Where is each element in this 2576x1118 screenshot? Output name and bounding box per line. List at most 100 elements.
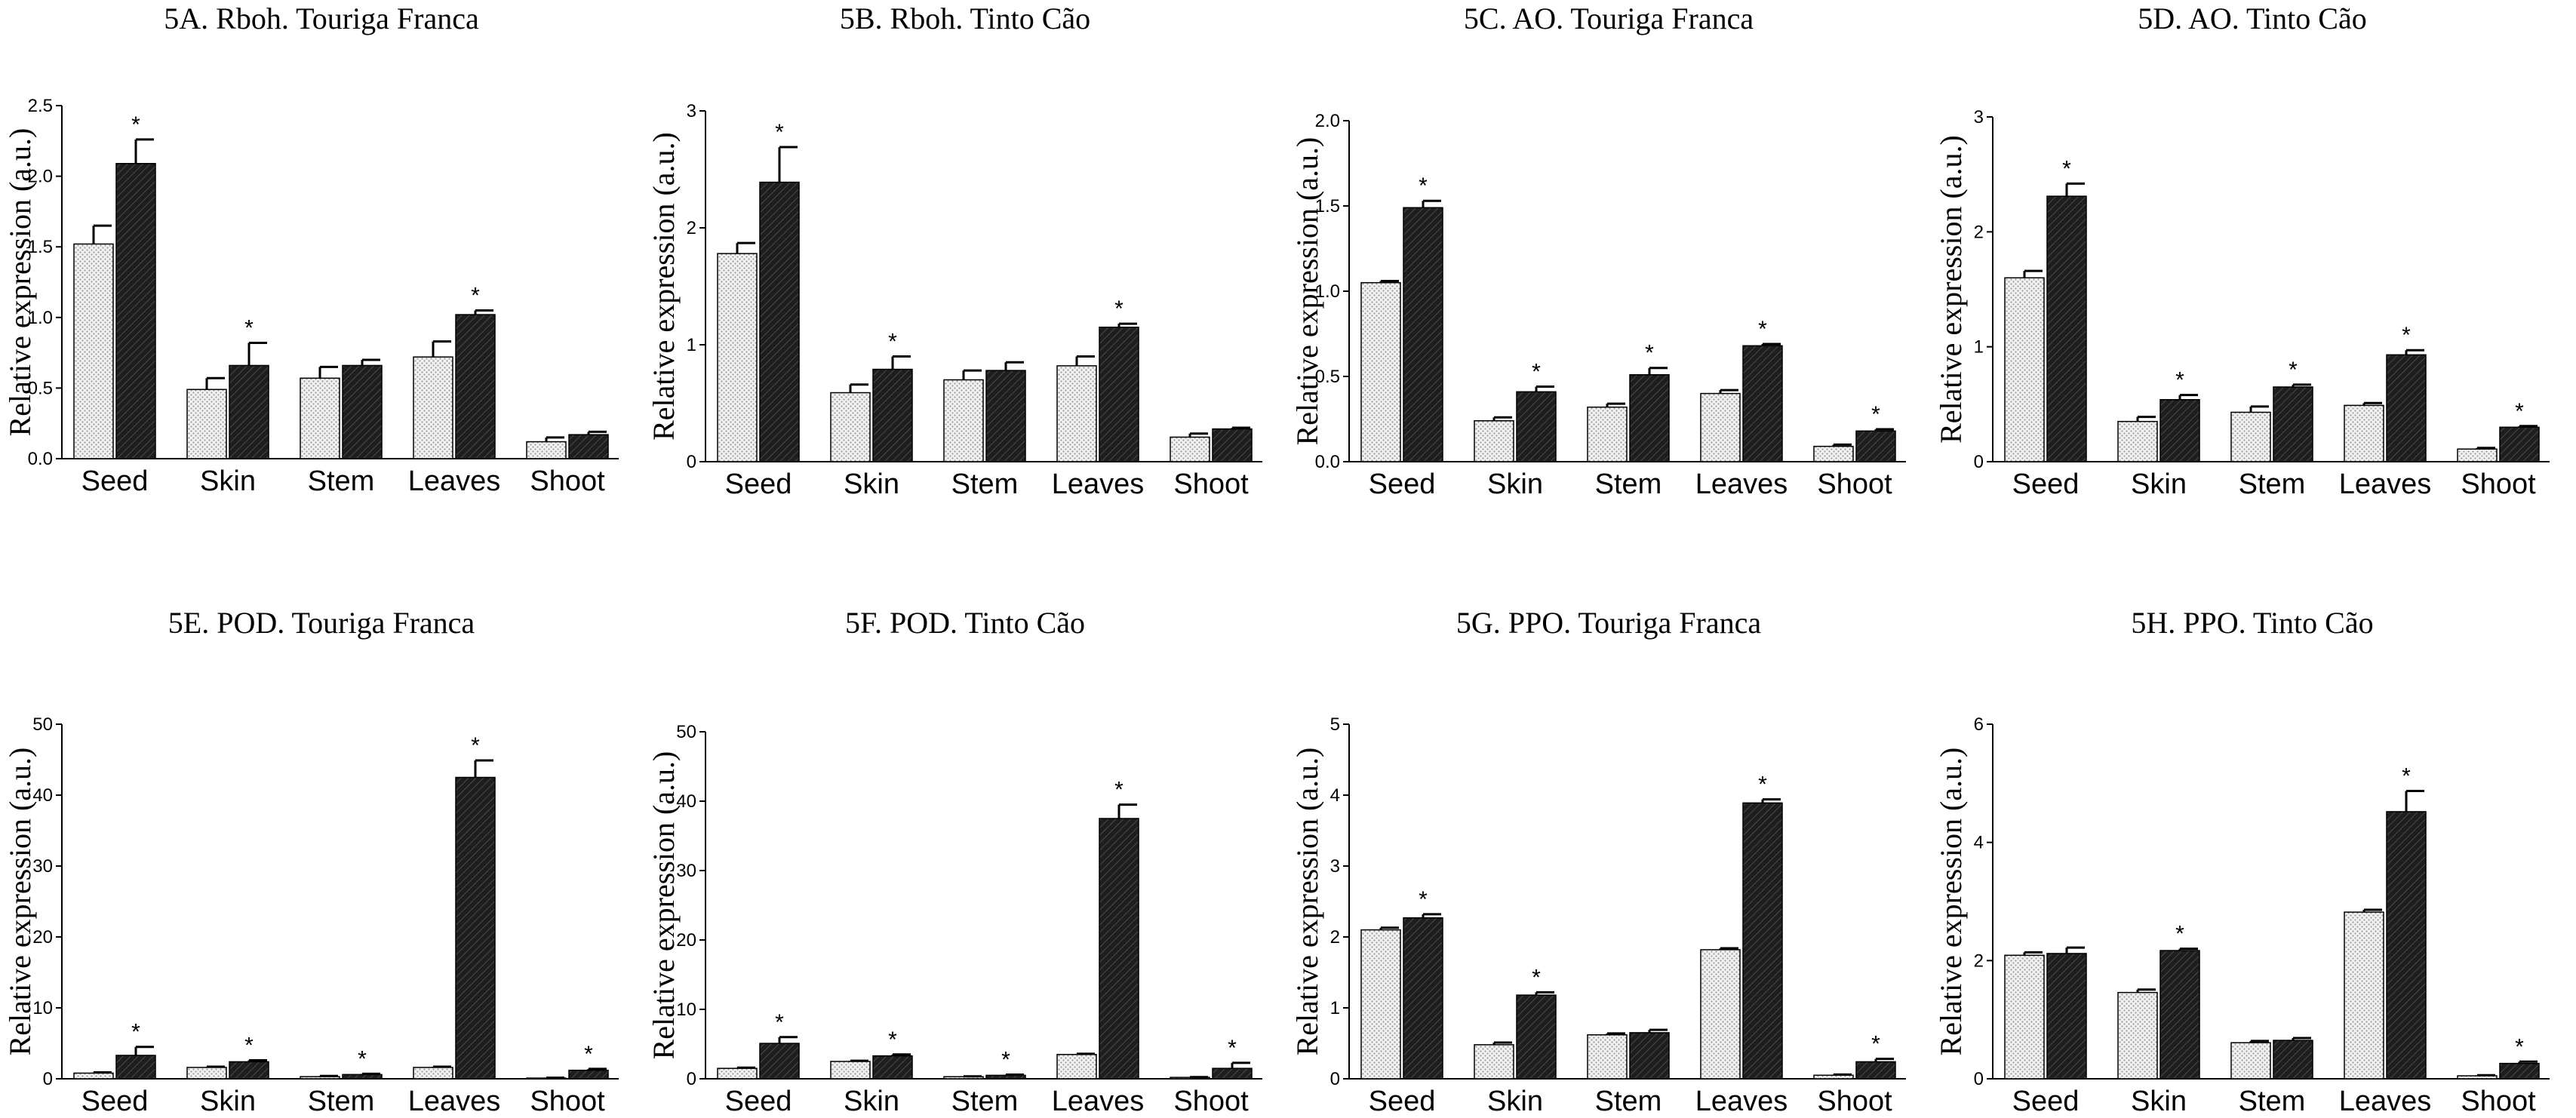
bar-series-2 bbox=[2386, 811, 2427, 1080]
bar-series-2 bbox=[115, 1055, 156, 1080]
x-tick-label: Skin bbox=[200, 465, 256, 497]
bar-series-1 bbox=[73, 243, 114, 459]
significance-marker: * bbox=[775, 120, 784, 145]
y-tick-label: 2.0 bbox=[28, 167, 53, 187]
bar-series-1 bbox=[2457, 448, 2498, 462]
significance-marker: * bbox=[244, 315, 254, 340]
x-tick-label: Seed bbox=[2012, 1086, 2080, 1117]
chart-title: 5G. PPO. Touriga Franca bbox=[1456, 606, 1761, 640]
bar-series-2 bbox=[568, 434, 609, 459]
significance-marker: * bbox=[584, 1042, 593, 1067]
y-axis-label: Relative expression (a.u.) bbox=[647, 751, 681, 1060]
x-tick-label: Stem bbox=[1595, 468, 1662, 500]
bar-series-2 bbox=[115, 163, 156, 459]
significance-marker: * bbox=[244, 1034, 254, 1058]
x-tick-label: Stem bbox=[951, 1086, 1019, 1117]
y-tick-label: 2.5 bbox=[28, 96, 53, 116]
y-tick-label: 2 bbox=[687, 218, 696, 238]
x-tick-label: Seed bbox=[725, 1086, 792, 1117]
y-tick-label: 0 bbox=[1974, 452, 1984, 472]
y-tick-label: 40 bbox=[676, 791, 696, 812]
significance-marker: * bbox=[2402, 323, 2411, 348]
bar-series-1 bbox=[1056, 365, 1097, 462]
bar-series-1 bbox=[2004, 277, 2045, 462]
bar-series-2 bbox=[1855, 430, 1896, 462]
x-tick-label: Stem bbox=[308, 465, 375, 497]
bar-series-1 bbox=[413, 1067, 453, 1080]
bar-series-1 bbox=[300, 377, 340, 459]
y-tick-label: 1.0 bbox=[1315, 281, 1340, 302]
bar-series-1 bbox=[2117, 991, 2158, 1080]
significance-marker: * bbox=[1532, 360, 1541, 385]
y-tick-label: 3 bbox=[687, 101, 696, 121]
y-tick-label: 10 bbox=[32, 998, 53, 1018]
y-tick-label: 1 bbox=[687, 335, 696, 355]
x-tick-label: Shoot bbox=[2461, 468, 2536, 500]
chart-panel-3: 5C. AO. Touriga Franca Relative expressio… bbox=[1287, 0, 1931, 559]
x-tick-label: Skin bbox=[1487, 1086, 1543, 1117]
x-tick-label: Shoot bbox=[1817, 468, 1892, 500]
bar-series-1 bbox=[1700, 392, 1741, 462]
bar-series-2 bbox=[229, 1061, 269, 1080]
chart-svg: 5H. PPO. Tinto Cão Relative expression (a… bbox=[1934, 606, 2550, 1117]
significance-marker: * bbox=[471, 283, 480, 308]
bar-series-2 bbox=[1403, 207, 1443, 462]
y-tick-label: 5 bbox=[1330, 714, 1340, 735]
bar-series-2 bbox=[1516, 994, 1557, 1080]
y-tick-label: 2.0 bbox=[1315, 111, 1340, 131]
y-tick-label: 6 bbox=[1974, 714, 1984, 735]
bar-series-2 bbox=[872, 1055, 913, 1080]
x-tick-label: Shoot bbox=[530, 1086, 605, 1117]
y-tick-label: 0.0 bbox=[1315, 452, 1340, 472]
significance-marker: * bbox=[1758, 317, 1767, 342]
y-tick-label: 1.0 bbox=[28, 308, 53, 328]
x-tick-label: Skin bbox=[2131, 468, 2187, 500]
bar-series-1 bbox=[1360, 929, 1401, 1080]
bar-series-2 bbox=[2159, 398, 2200, 462]
bar-series-1 bbox=[1170, 436, 1210, 462]
x-tick-label: Leaves bbox=[1052, 468, 1145, 500]
bar-series-2 bbox=[985, 1074, 1026, 1080]
bar-series-1 bbox=[2344, 911, 2384, 1080]
y-tick-label: 3 bbox=[1330, 856, 1340, 877]
x-tick-label: Shoot bbox=[530, 465, 605, 497]
y-tick-label: 0.5 bbox=[1315, 367, 1340, 387]
x-tick-label: Stem bbox=[2239, 1086, 2306, 1117]
x-tick-label: Skin bbox=[844, 1086, 899, 1117]
bar-series-2 bbox=[229, 364, 269, 459]
chart-panel-4: 5D. AO. Tinto Cão Relative expression (a.… bbox=[1931, 0, 2574, 559]
chart-svg: 5B. Rboh. Tinto Cão Relative expression (… bbox=[647, 2, 1262, 500]
y-axis-label: Relative expression (a.u.) bbox=[647, 132, 681, 441]
bar-series-1 bbox=[526, 441, 567, 459]
bar-series-2 bbox=[2386, 354, 2427, 462]
y-axis-label: Relative expression (a.u.) bbox=[1934, 135, 1968, 444]
bar-series-1 bbox=[2230, 1042, 2271, 1080]
chart-title: 5A. Rboh. Touriga Franca bbox=[164, 2, 479, 35]
significance-marker: * bbox=[1114, 778, 1124, 803]
bar-series-2 bbox=[872, 368, 913, 462]
significance-marker: * bbox=[358, 1046, 367, 1071]
y-tick-label: 1 bbox=[1974, 337, 1984, 358]
x-tick-label: Leaves bbox=[1695, 468, 1788, 500]
significance-marker: * bbox=[1871, 402, 1880, 427]
bar-series-1 bbox=[1474, 420, 1514, 462]
bar-series-1 bbox=[830, 1061, 871, 1080]
y-tick-label: 30 bbox=[32, 856, 53, 877]
bar-series-1 bbox=[2344, 404, 2384, 462]
chart-title: 5C. AO. Touriga Franca bbox=[1464, 2, 1754, 35]
x-tick-label: Shoot bbox=[1817, 1086, 1892, 1117]
x-tick-label: Skin bbox=[1487, 468, 1543, 500]
x-tick-label: Seed bbox=[81, 465, 149, 497]
chart-panel-2: 5B. Rboh. Tinto Cão Relative expression (… bbox=[644, 0, 1287, 559]
significance-marker: * bbox=[2289, 358, 2298, 382]
bar-series-2 bbox=[1212, 1067, 1253, 1080]
bar-series-2 bbox=[2273, 1040, 2313, 1080]
significance-marker: * bbox=[131, 1020, 140, 1045]
y-axis-label: Relative expression (a.u.) bbox=[3, 748, 37, 1056]
significance-marker: * bbox=[1532, 965, 1541, 990]
significance-marker: * bbox=[775, 1010, 784, 1035]
y-tick-label: 40 bbox=[32, 785, 53, 806]
x-tick-label: Shoot bbox=[2461, 1086, 2536, 1117]
bar-series-2 bbox=[1099, 327, 1139, 462]
bar-series-1 bbox=[413, 356, 453, 459]
